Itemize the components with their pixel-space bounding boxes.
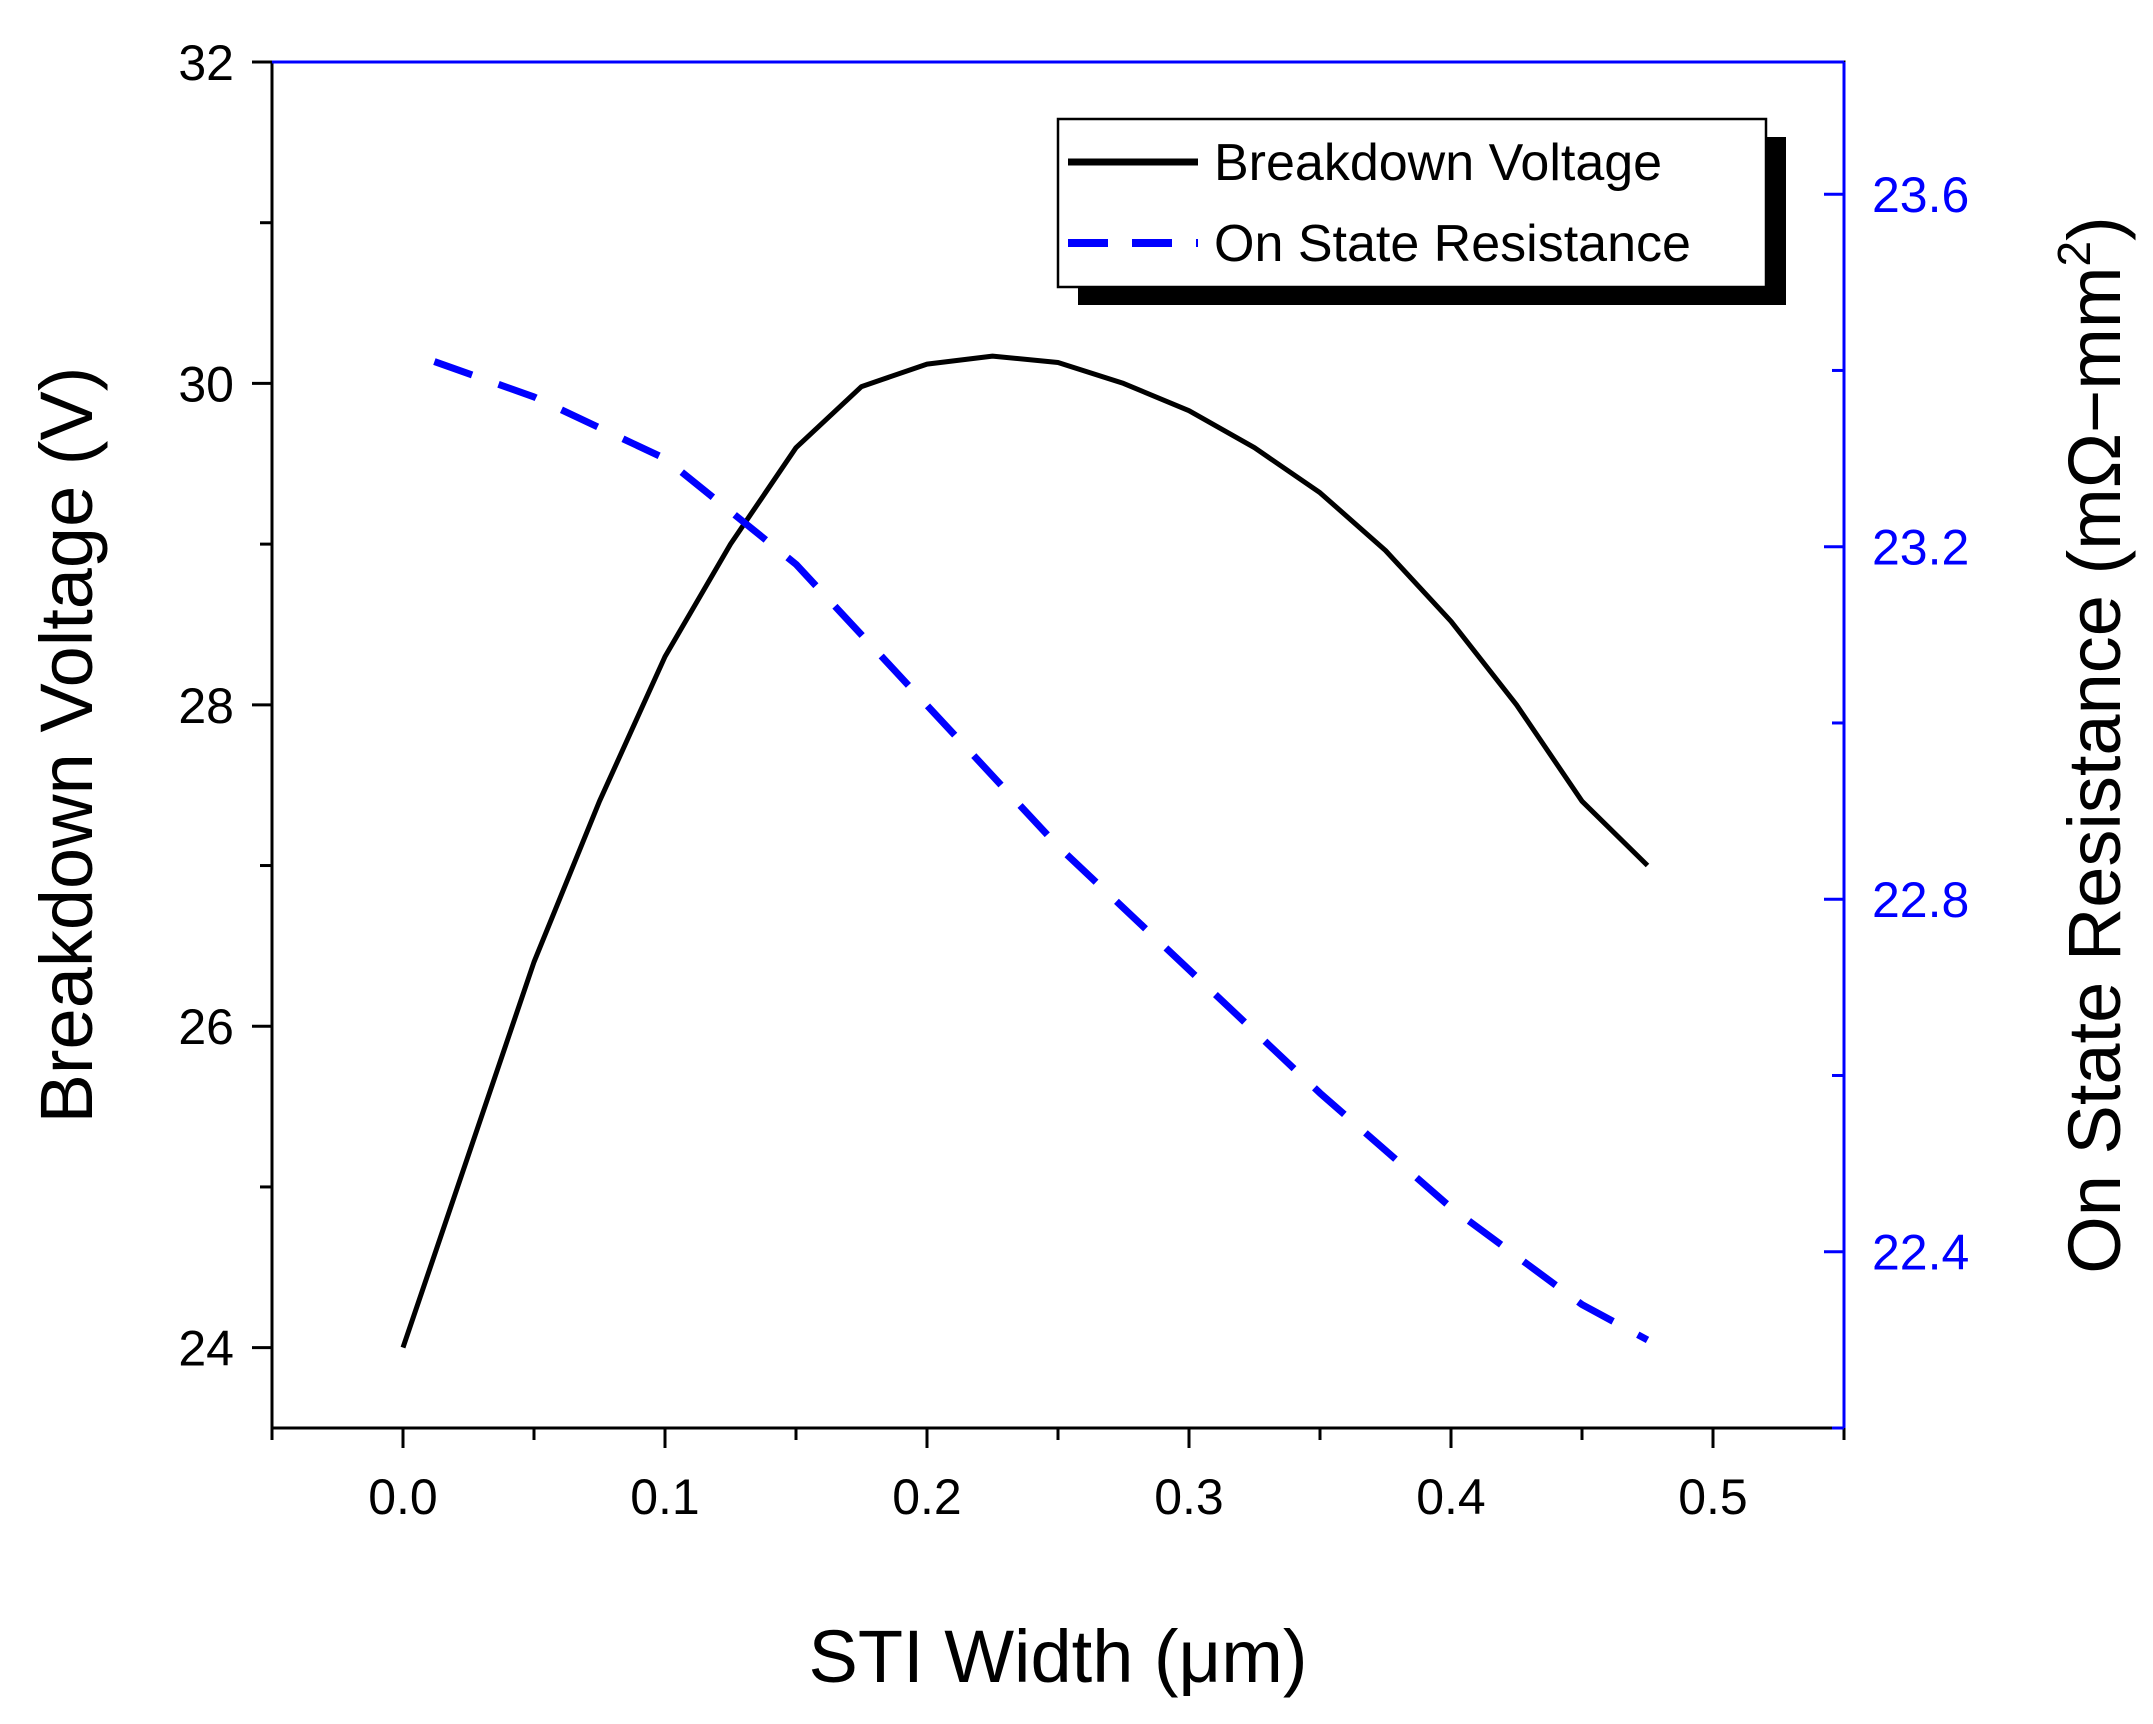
x-tick-label: 0.0: [368, 1469, 438, 1525]
y-left-tick-label: 28: [178, 678, 234, 734]
x-axis-ticks: 0.0 0.1 0.2 0.3 0.4 0.5: [270, 1428, 1846, 1525]
right-axis-title: On State Resistance (mΩ−mm2): [2048, 216, 2136, 1274]
x-tick-label: 0.2: [892, 1469, 962, 1525]
series-layer: [400, 353, 1650, 1349]
y-right-tick-label: 23.2: [1872, 520, 1969, 576]
legend: Breakdown Voltage On State Resistance: [1056, 117, 1786, 305]
x-tick-label: 0.5: [1678, 1469, 1748, 1525]
legend-box: [1056, 117, 1768, 289]
right-axis-title-close: ): [2053, 216, 2136, 241]
left-axis-ticks: 24 26 28 30 32: [178, 35, 272, 1377]
series-line-breakdown-voltage: [400, 353, 1650, 1349]
x-tick-label: 0.3: [1154, 1469, 1224, 1525]
y-right-tick-label: 23.6: [1872, 167, 1969, 223]
y-left-tick-label: 32: [178, 35, 234, 91]
right-axis-title-superscript: 2: [2048, 241, 2100, 267]
legend-label-breakdown-voltage: Breakdown Voltage: [1214, 134, 1662, 192]
right-axis-title-main: On State Resistance (mΩ−mm: [2053, 266, 2136, 1273]
right-axis-ticks: 22.4 22.8 23.2 23.6: [1824, 167, 1969, 1430]
y-left-tick-label: 26: [178, 999, 234, 1055]
legend-label-on-state-resistance: On State Resistance: [1214, 215, 1691, 273]
x-tick-label: 0.1: [630, 1469, 700, 1525]
left-axis-title: Breakdown Voltage (V): [25, 367, 108, 1124]
x-tick-label: 0.4: [1416, 1469, 1486, 1525]
y-left-tick-label: 24: [178, 1321, 234, 1377]
y-right-tick-label: 22.8: [1872, 872, 1969, 928]
y-right-tick-label: 22.4: [1872, 1225, 1969, 1281]
x-axis-title: STI Width (μm): [809, 1615, 1308, 1698]
y-left-tick-label: 30: [178, 356, 234, 412]
series-line-on-state-resistance: [433, 358, 1650, 1343]
